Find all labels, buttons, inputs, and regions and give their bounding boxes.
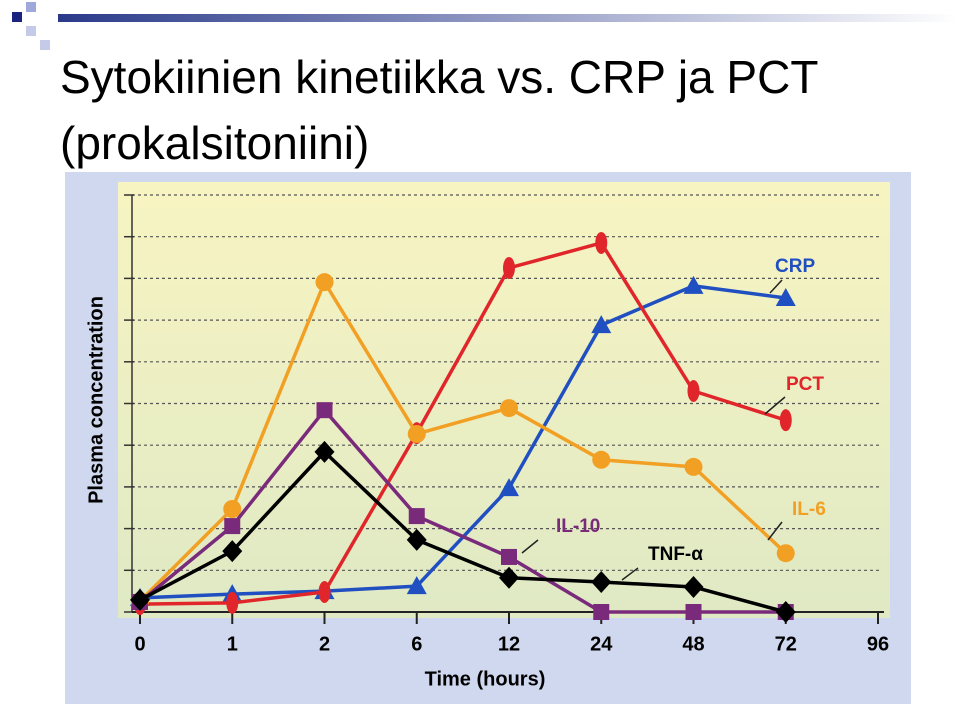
marker	[318, 580, 331, 603]
x-tick-label: 6	[411, 633, 422, 655]
x-tick-label: 2	[319, 633, 330, 655]
marker	[314, 440, 335, 463]
x-tick-label: 96	[867, 633, 889, 655]
label-leader	[769, 279, 783, 294]
series-line	[138, 280, 787, 603]
marker	[501, 548, 517, 565]
marker	[592, 450, 611, 469]
marker	[500, 399, 518, 418]
marker	[503, 256, 515, 279]
label-leader	[621, 567, 639, 581]
marker	[223, 500, 242, 519]
marker	[224, 518, 241, 535]
series-label: CRP	[775, 256, 815, 277]
label-leader	[767, 521, 783, 541]
x-tick-label: 0	[134, 633, 145, 655]
marker	[775, 287, 796, 306]
marker	[687, 379, 700, 402]
series-line	[139, 450, 787, 614]
marker	[685, 604, 702, 620]
marker	[222, 540, 243, 563]
x-tick-label: 48	[682, 633, 704, 655]
slide-title: Sytokiinien kinetiikka vs. CRP ja PCT (p…	[60, 51, 818, 169]
series-label: IL-6	[792, 499, 826, 520]
marker	[593, 604, 610, 620]
marker	[683, 575, 704, 598]
series-line	[139, 241, 787, 606]
marker	[595, 231, 608, 254]
y-axis-label: Plasma concentration	[85, 296, 107, 504]
x-tick-label: 72	[775, 633, 797, 655]
marker	[406, 528, 427, 551]
x-tick-label: 12	[498, 633, 520, 655]
series-label: IL-10	[556, 516, 600, 537]
marker	[775, 601, 796, 623]
marker	[779, 409, 792, 432]
x-tick-label: 24	[590, 633, 613, 655]
decoration	[12, 12, 22, 22]
marker	[407, 424, 426, 443]
series-line	[138, 408, 786, 614]
plot-area	[118, 182, 890, 618]
marker	[315, 273, 334, 292]
marker	[499, 478, 519, 497]
marker	[226, 591, 239, 614]
x-axis-label: Time (hours)	[425, 668, 546, 690]
marker	[130, 588, 150, 611]
x-tick-label: 1	[227, 633, 238, 655]
marker	[683, 275, 704, 294]
marker	[591, 315, 612, 334]
decoration	[58, 14, 958, 22]
series-label: PCT	[786, 374, 824, 395]
marker	[408, 508, 425, 525]
marker	[591, 570, 612, 593]
marker	[316, 402, 333, 419]
marker	[406, 576, 427, 595]
decoration	[26, 2, 36, 12]
label-leader	[521, 539, 539, 554]
marker	[684, 457, 703, 476]
decoration	[26, 26, 36, 36]
label-leader	[764, 396, 786, 415]
series-label: TNF-α	[648, 544, 703, 565]
marker	[776, 544, 795, 563]
decoration	[40, 40, 50, 50]
marker	[499, 566, 519, 589]
